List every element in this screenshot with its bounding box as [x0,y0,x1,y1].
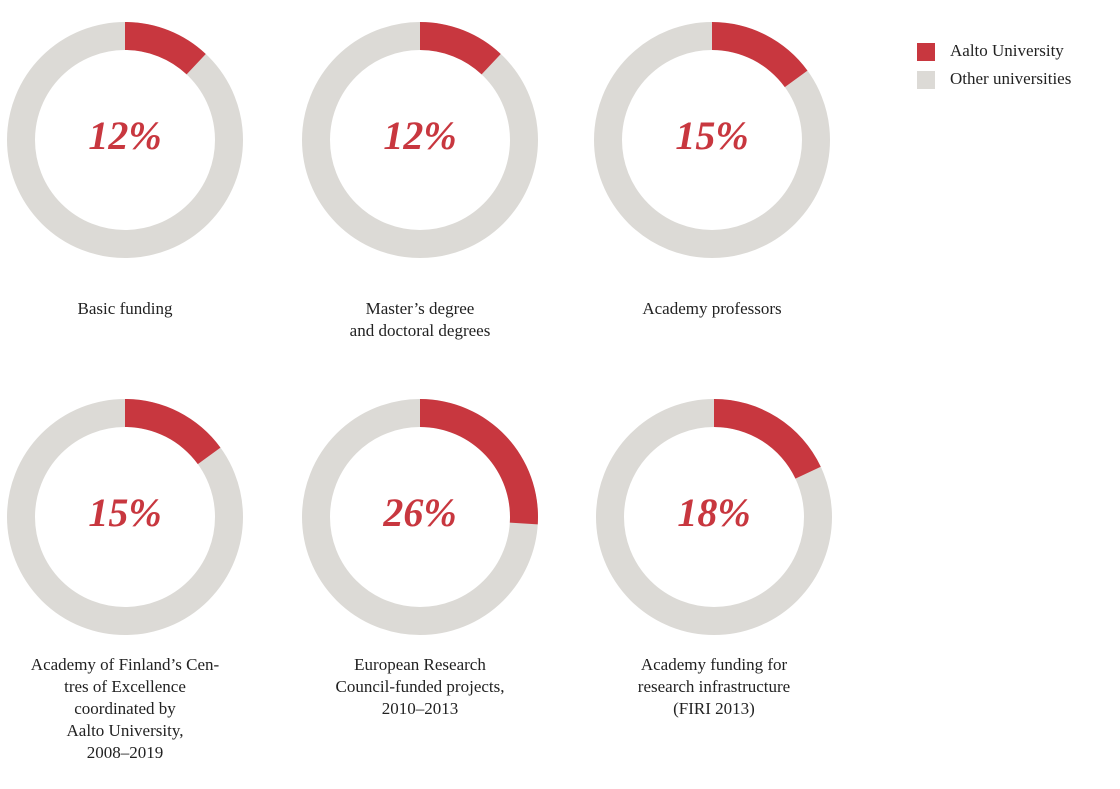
donut-segment [420,22,501,75]
value-label: 15% [88,490,161,535]
legend-swatch [917,43,935,61]
legend-swatch [917,71,935,89]
chart-label: European Research Council-funded project… [335,655,505,718]
donut-segment [125,22,206,75]
donut-segment [712,22,808,88]
donut-segment [420,399,538,525]
value-label: 12% [383,113,456,158]
chart-label: Basic funding [77,299,173,318]
chart-label: Academy funding for research infrastruct… [637,655,791,718]
chart-label: Master’s degree and doctoral degrees [349,299,491,340]
donut-segment [125,399,221,465]
value-label: 12% [88,113,161,158]
legend-label: Aalto University [950,41,1064,60]
chart-label: Academy of Finland’s Cen- tres of Excell… [30,655,220,762]
value-label: 26% [382,490,456,535]
value-label: 15% [675,113,748,158]
donut-segment [714,399,821,479]
legend-label: Other universities [950,69,1071,88]
chart-label: Academy professors [642,299,782,318]
value-label: 18% [677,490,750,535]
